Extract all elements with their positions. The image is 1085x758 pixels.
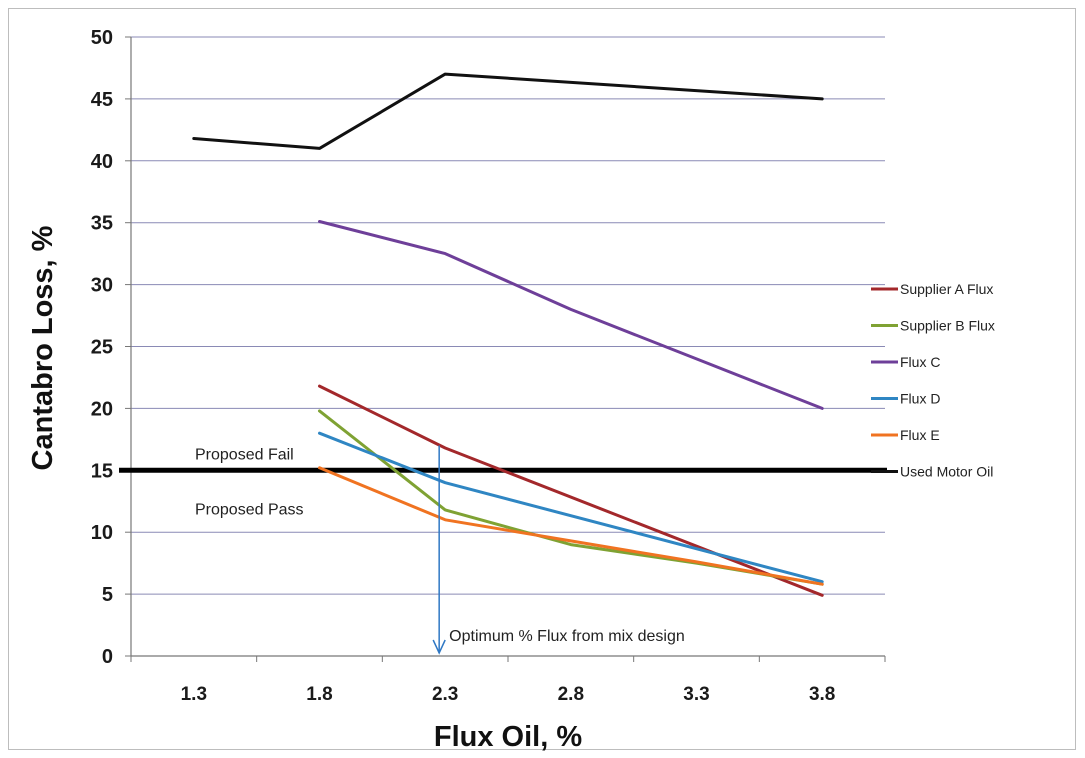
series-line-flux-d	[318, 431, 824, 584]
y-tick-label: 35	[91, 213, 113, 235]
x-tick-label: 2.8	[558, 684, 584, 705]
x-tick-label: 1.3	[181, 684, 207, 705]
legend-label: Flux D	[900, 391, 940, 407]
legend-label: Used Motor Oil	[900, 464, 993, 480]
y-axis-title: Cantabro Loss, %	[27, 225, 59, 470]
annotation-arrow-head	[432, 639, 446, 655]
y-tick-label: 0	[102, 646, 113, 668]
legend-label: Supplier A Flux	[900, 281, 993, 297]
annotation-label: Optimum % Flux from mix design	[449, 628, 685, 645]
y-tick-label: 10	[91, 522, 113, 544]
y-tick-label: 5	[102, 584, 113, 606]
y-tick-label: 45	[91, 89, 113, 111]
annotation-group: Optimum % Flux from mix design	[432, 445, 685, 655]
y-tick-label: 20	[91, 398, 113, 420]
series-line-supplier-a-flux	[318, 384, 824, 597]
x-tick-label: 2.3	[432, 684, 458, 705]
legend-label: Flux E	[900, 427, 940, 443]
series-lines	[192, 72, 824, 597]
y-tick-label: 50	[91, 27, 113, 49]
x-tick-label: 1.8	[306, 684, 332, 705]
gridlines	[131, 36, 885, 595]
series-line-flux-e	[318, 466, 824, 586]
legend: Supplier A Flux Supplier B Flux Flux C Flux…	[871, 281, 995, 480]
x-tick-label: 3.8	[809, 684, 835, 705]
threshold-label-fail: Proposed Fail	[195, 446, 294, 463]
y-tick-label: 30	[91, 275, 113, 297]
x-axis-title: Flux Oil, %	[434, 721, 582, 753]
y-tick-label: 40	[91, 151, 113, 173]
axes: 0 5 10 15 20 25 30 35 40 45 50 1.3 1.8 2.3 2.8 3.3 3.8	[91, 27, 886, 705]
series-line-used-motor-oil	[192, 72, 824, 150]
threshold-label-pass: Proposed Pass	[195, 501, 304, 518]
y-tick-label: 15	[91, 460, 113, 482]
chart-frame	[8, 8, 1076, 750]
y-tick-label: 25	[91, 337, 113, 359]
x-tick-label: 3.3	[683, 684, 709, 705]
threshold-group: Proposed Fail Proposed Pass	[119, 446, 887, 518]
legend-label: Supplier B Flux	[900, 318, 995, 334]
series-line-flux-c	[318, 220, 824, 410]
legend-label: Flux C	[900, 354, 940, 370]
